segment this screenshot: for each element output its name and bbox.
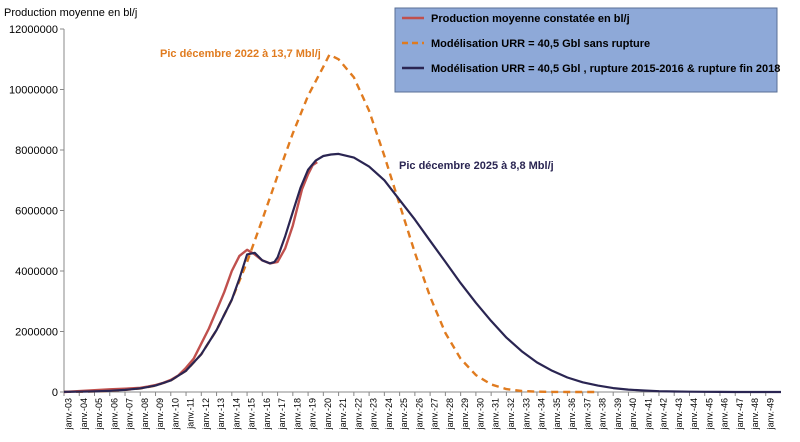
x-tick-label: janv.-28 xyxy=(445,398,455,430)
x-tick-label: janv.-18 xyxy=(292,398,302,430)
x-tick-label: janv.-33 xyxy=(521,398,531,430)
y-axis: 0 2000000 4000000 6000000 8000000 10000000 120… xyxy=(9,24,65,399)
x-tick-label: janv.-11 xyxy=(186,398,196,430)
x-tick-label: janv.-39 xyxy=(613,398,623,430)
x-tick-label: janv.-21 xyxy=(338,398,348,430)
x-tick-label: janv.-41 xyxy=(643,398,653,430)
series-layer xyxy=(63,53,781,394)
x-tick-label: janv.-42 xyxy=(659,398,669,430)
annotation-peak-2025: Pic décembre 2025 à 8,8 Mbl/j xyxy=(399,160,554,172)
x-tick-label: janv.-26 xyxy=(414,398,424,430)
x-tick-label: janv.-08 xyxy=(140,398,150,430)
x-tick-label: janv.-03 xyxy=(64,398,74,430)
x-tick-label: janv.-45 xyxy=(704,398,714,430)
x-tick-label: janv.-31 xyxy=(491,398,501,430)
x-tick-label: janv.-07 xyxy=(125,398,135,430)
x-tick-label: janv.-06 xyxy=(109,398,119,430)
series-line-0 xyxy=(63,161,318,394)
legend-label-0: Production moyenne constatée en bl/j xyxy=(431,13,630,25)
legend-label-2: Modélisation URR = 40,5 Gbl , rupture 20… xyxy=(431,63,780,75)
x-tick-label: janv.-38 xyxy=(598,398,608,430)
x-tick-label: janv.-09 xyxy=(155,398,165,430)
x-tick-label: janv.-49 xyxy=(765,398,775,430)
x-tick-label: janv.-40 xyxy=(628,398,638,430)
x-tick-label: janv.-10 xyxy=(170,398,180,430)
y-tick-label: 6000000 xyxy=(15,206,58,218)
x-tick-label: janv.-13 xyxy=(216,398,226,430)
x-tick-label: janv.-30 xyxy=(475,398,485,430)
y-tick-label: 0 xyxy=(52,387,58,399)
x-tick-label: janv.-46 xyxy=(720,398,730,430)
x-tick-label: janv.-43 xyxy=(674,398,684,430)
x-axis: janv.-03 janv.-04 janv.-05 janv.-06 janv.-07… xyxy=(63,391,781,430)
x-tick-label: janv.-14 xyxy=(231,398,241,430)
y-tick-label: 2000000 xyxy=(15,327,58,339)
x-tick-label: janv.-05 xyxy=(94,398,104,430)
x-tick-label: janv.-04 xyxy=(79,398,89,430)
x-tick-label: janv.-35 xyxy=(552,398,562,430)
x-tick-label: janv.-23 xyxy=(369,398,379,430)
y-axis-title: Production moyenne en bl/j xyxy=(4,7,137,19)
x-tick-label: janv.-19 xyxy=(308,398,318,430)
legend: Production moyenne constatée en bl/j Modé… xyxy=(394,7,780,93)
x-tick-label: janv.-47 xyxy=(735,398,745,430)
x-tick-label: janv.-44 xyxy=(689,398,699,430)
series-line-1 xyxy=(63,53,598,394)
legend-label-1: Modélisation URR = 40,5 Gbl sans rupture xyxy=(431,38,650,50)
legend-box xyxy=(394,7,778,93)
annotation-peak-2022: Pic décembre 2022 à 13,7 Mbl/j xyxy=(160,48,321,60)
x-tick-label: janv.-12 xyxy=(201,398,211,430)
x-tick-label: janv.-27 xyxy=(430,398,440,430)
x-tick-label: janv.-36 xyxy=(567,398,577,430)
x-tick-label: janv.-32 xyxy=(506,398,516,430)
x-tick-label: janv.-37 xyxy=(582,398,592,430)
series-line-2 xyxy=(63,152,781,394)
x-tick-label: janv.-22 xyxy=(353,398,363,430)
x-tick-label: janv.-29 xyxy=(460,398,470,430)
x-tick-label: janv.-24 xyxy=(384,398,394,430)
x-tick-label: janv.-16 xyxy=(262,398,272,430)
y-tick-label: 12000000 xyxy=(9,24,58,36)
y-tick-label: 10000000 xyxy=(9,85,58,97)
y-tick-label: 4000000 xyxy=(15,266,58,278)
x-tick-label: janv.-15 xyxy=(247,398,257,430)
x-tick-label: janv.-20 xyxy=(323,398,333,430)
x-tick-label: janv.-17 xyxy=(277,398,287,430)
x-tick-label: janv.-25 xyxy=(399,398,409,430)
x-tick-label: janv.-34 xyxy=(537,398,547,430)
y-tick-label: 8000000 xyxy=(15,145,58,157)
x-tick-label: janv.-48 xyxy=(750,398,760,430)
